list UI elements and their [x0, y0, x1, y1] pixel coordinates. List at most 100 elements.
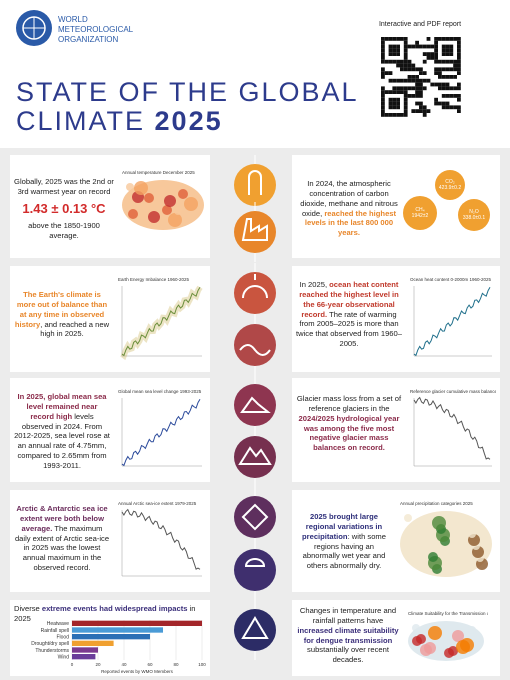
qr-cell — [407, 44, 412, 49]
qr-cell — [381, 90, 385, 94]
qr-cell — [449, 94, 454, 98]
qr-cell — [400, 37, 404, 41]
title: CLIMATE 2025 — [16, 106, 223, 136]
qr-cell — [419, 109, 423, 113]
map-blob — [134, 181, 148, 195]
qr-cell — [441, 48, 446, 53]
qr-cell — [457, 56, 461, 60]
qr-cell — [441, 52, 446, 56]
map-blob — [456, 640, 470, 654]
qr-cell — [457, 63, 461, 68]
qr-cell — [457, 59, 461, 64]
x-tick-label: 80 — [173, 662, 179, 667]
qr-cell — [453, 67, 457, 72]
qr-cell — [438, 101, 442, 106]
panel: Arctic & Antarctic sea ice extent were b… — [10, 490, 210, 592]
qr-cell — [388, 37, 393, 41]
qr-cell — [438, 75, 442, 79]
map-blob — [428, 552, 438, 562]
qr-cell — [388, 101, 393, 106]
text-run: Diverse — [14, 604, 42, 613]
icon-glyph — [238, 446, 272, 465]
qr-cell — [434, 82, 438, 87]
figure: Ocean heat content 0-2000m 1960-2025 — [410, 277, 492, 357]
panel: The Earth's climate is more out of balan… — [10, 266, 210, 372]
qr-cell — [388, 78, 393, 83]
qr-cell — [434, 67, 438, 72]
qr-cell — [400, 63, 404, 68]
qr-cell — [438, 67, 442, 72]
qr-cell — [430, 52, 435, 56]
report-link[interactable]: Interactive and PDF report — [379, 21, 461, 28]
qr-cell — [400, 59, 404, 64]
qr-cell — [407, 67, 412, 72]
qr-cell — [441, 82, 446, 87]
icon-glyph — [241, 616, 269, 639]
text-run: , and reached a new high in 2025. — [40, 319, 110, 339]
qr-cell — [457, 109, 461, 113]
qr-cell — [457, 37, 461, 41]
gas-value: 338.0±0.1 — [462, 215, 486, 221]
qr-cell — [445, 48, 450, 53]
qr-cell — [403, 44, 408, 49]
qr-cell — [388, 44, 393, 49]
qr-cell — [449, 48, 454, 53]
band — [120, 285, 203, 361]
qr-cell — [422, 86, 427, 91]
qr-cell — [400, 86, 404, 91]
y-tick-label: Heatwave — [47, 621, 69, 627]
trend — [121, 508, 201, 570]
icon — [234, 496, 276, 538]
qr-cell — [396, 97, 400, 102]
map-blob — [452, 630, 464, 642]
qr-cell — [411, 78, 416, 83]
qr-cell — [392, 37, 397, 41]
figure: Reference glacier cumulative mass balanc… — [410, 389, 496, 467]
text-run: ocean heat content reached the highest l… — [299, 280, 399, 319]
qr-cell — [430, 56, 435, 60]
qr-cell — [384, 113, 389, 117]
icon — [234, 211, 276, 253]
qr-code[interactable] — [381, 37, 461, 117]
qr-cell — [434, 52, 438, 56]
figure-title: Annual precipitation categories 2025 — [400, 501, 473, 506]
qr-cell — [438, 71, 442, 75]
qr-cell — [434, 101, 438, 106]
trend — [413, 287, 491, 357]
qr-cell — [415, 90, 419, 94]
text-run: Globally, 2025 was the 2nd or 3rd warmes… — [14, 177, 114, 196]
map-blob — [420, 644, 432, 656]
qr-cell — [403, 52, 408, 56]
text-run: extreme events had widespread impacts — [41, 604, 188, 613]
x-tick-label: 0 — [71, 662, 74, 667]
qr-cell — [396, 52, 400, 56]
paragraph: In 2025, ocean heat content reached the … — [296, 280, 402, 349]
qr-cell — [453, 37, 457, 41]
text-run: increased climate suitability for dengue… — [297, 625, 399, 645]
text-run: 2025 brought large regional variations i… — [302, 512, 383, 541]
qr-cell — [426, 52, 431, 56]
qr-cell — [422, 113, 427, 117]
qr-cell — [411, 75, 416, 79]
map-blob — [444, 648, 454, 658]
qr-cell — [396, 86, 400, 91]
panel: Diverse extreme events had widespread im… — [10, 600, 210, 676]
qr-cell — [445, 37, 450, 41]
paragraph: 2025 brought large regional variations i… — [296, 512, 392, 571]
bar — [72, 620, 202, 626]
qr-cell — [392, 86, 397, 91]
text-run: 2024/2025 hydrological year was among th… — [298, 413, 400, 453]
qr-cell — [392, 78, 397, 83]
qr-cell — [422, 71, 427, 75]
qr-cell — [426, 109, 431, 113]
qr-cell — [434, 37, 438, 41]
x-axis-label: Reported events by WMO Members — [101, 669, 174, 674]
icon — [234, 549, 276, 591]
qr-cell — [430, 44, 435, 49]
qr-cell — [445, 44, 450, 49]
paragraph: Glacier mass loss from a set of referenc… — [296, 394, 402, 453]
qr-cell — [396, 105, 400, 110]
qr-cell — [415, 86, 419, 91]
